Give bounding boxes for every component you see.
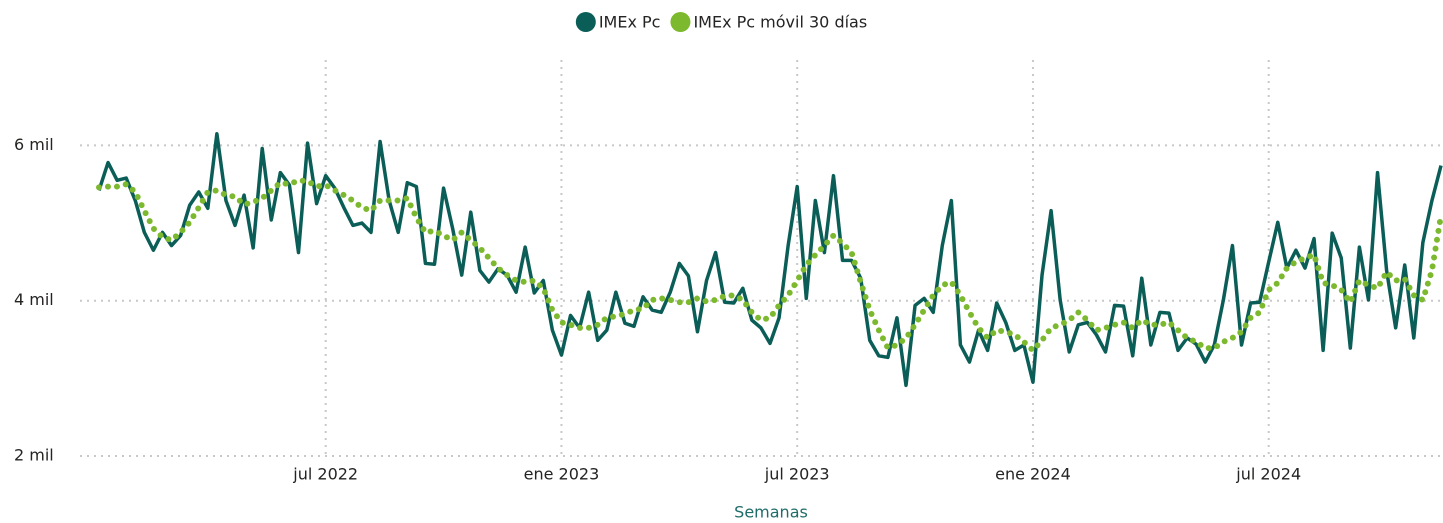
y-tick-label: 2 mil — [14, 446, 54, 465]
y-tick-label: 6 mil — [14, 135, 54, 154]
series-line — [97, 132, 1443, 388]
legend: IMEx Pc IMEx Pc móvil 30 días — [575, 12, 867, 32]
legend-marker — [670, 12, 691, 32]
x-tick-label: ene 2023 — [524, 465, 600, 484]
legend-marker — [575, 12, 596, 32]
x-axis-label: Semanas — [734, 503, 808, 522]
x-tick-label: jul 2023 — [764, 465, 830, 484]
y-tick-label: 4 mil — [14, 290, 54, 309]
series-line — [96, 177, 1443, 354]
legend-label: IMEx Pc — [599, 13, 661, 32]
x-tick-label: jul 2024 — [1235, 465, 1301, 484]
x-tick-label: jul 2022 — [292, 465, 358, 484]
legend-label: IMEx Pc móvil 30 días — [693, 13, 867, 32]
x-tick-label: ene 2024 — [995, 465, 1071, 484]
